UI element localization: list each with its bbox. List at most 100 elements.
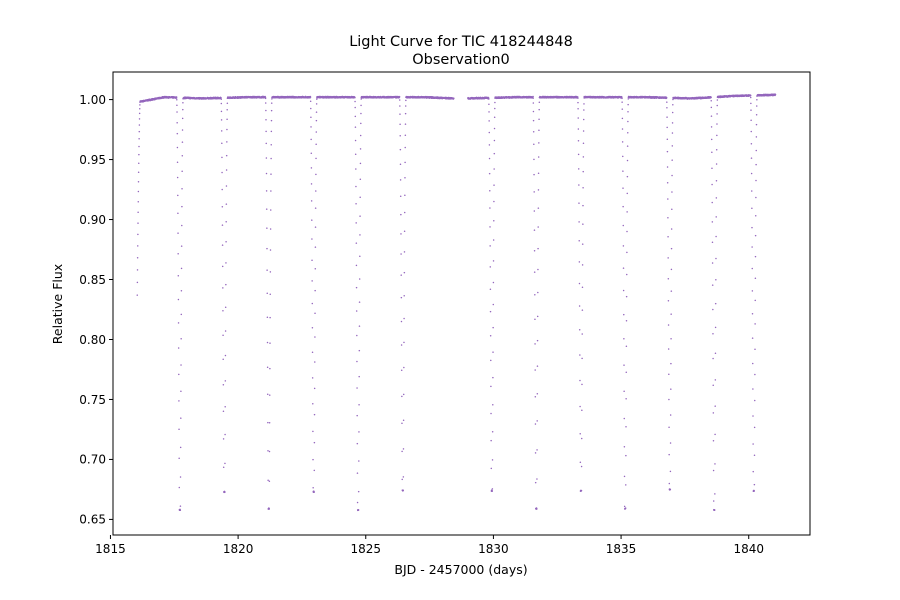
- flux-point: [354, 96, 356, 99]
- flux-point: [712, 332, 714, 335]
- flux-point: [755, 179, 757, 182]
- flux-point: [626, 230, 628, 233]
- chart-subtitle: Observation0: [412, 52, 510, 68]
- flux-point: [266, 269, 268, 271]
- flux-point: [668, 373, 670, 376]
- flux-point: [264, 97, 267, 100]
- flux-point: [492, 303, 495, 306]
- flux-point: [489, 288, 492, 291]
- flux-point: [226, 109, 228, 111]
- flux-point: [269, 367, 271, 370]
- flux-point: [712, 384, 714, 387]
- flux-point: [536, 508, 538, 510]
- flux-point: [177, 212, 179, 214]
- flux-point: [312, 487, 314, 489]
- flux-point: [311, 219, 313, 221]
- flux-point: [181, 154, 184, 157]
- flux-point: [182, 101, 184, 104]
- flux-point: [581, 286, 584, 289]
- flux-point: [581, 383, 583, 386]
- flux-point: [177, 347, 180, 349]
- flux-point: [137, 190, 140, 193]
- flux-point: [534, 481, 537, 484]
- flux-point: [356, 414, 358, 417]
- flux-point: [226, 118, 228, 121]
- flux-point: [751, 362, 754, 365]
- flux-point: [267, 479, 269, 481]
- flux-point: [582, 156, 585, 158]
- flux-point: [138, 162, 140, 165]
- flux-point: [625, 295, 628, 298]
- flux-point: [355, 286, 358, 289]
- flux-point: [178, 486, 181, 489]
- flux-point: [182, 108, 184, 111]
- flux-point: [711, 241, 714, 243]
- flux-point: [490, 467, 493, 470]
- flux-point: [224, 354, 227, 357]
- flux-point: [623, 475, 626, 478]
- flux-point: [669, 414, 672, 416]
- flux-point: [622, 155, 624, 158]
- flux-point: [582, 170, 584, 173]
- flux-point: [268, 421, 271, 424]
- flux-point: [137, 245, 139, 247]
- flux-point: [492, 376, 494, 379]
- flux-point: [716, 113, 718, 115]
- flux-point: [224, 380, 227, 382]
- flux-point: [578, 282, 581, 285]
- flux-point: [750, 119, 752, 122]
- flux-point: [532, 119, 535, 122]
- flux-point: [265, 157, 268, 159]
- flux-point: [359, 134, 362, 137]
- flux-point: [537, 156, 540, 158]
- flux-point: [711, 201, 713, 204]
- flux-point: [358, 325, 361, 327]
- flux-point: [533, 210, 536, 212]
- flux-point: [354, 100, 356, 103]
- flux-point: [623, 446, 626, 448]
- flux-point: [581, 409, 583, 411]
- flux-point: [577, 97, 579, 99]
- flux-point: [490, 439, 492, 442]
- flux-point: [355, 203, 357, 205]
- flux-point: [315, 103, 318, 105]
- flux-point: [265, 118, 267, 121]
- flux-point: [583, 109, 585, 111]
- flux-point: [221, 156, 223, 159]
- flux-point: [175, 96, 178, 98]
- flux-point: [358, 460, 360, 462]
- flux-point: [577, 168, 580, 170]
- flux-point: [492, 281, 495, 284]
- flux-point: [493, 139, 496, 142]
- flux-point: [400, 369, 403, 372]
- flux-point: [716, 99, 719, 101]
- flux-point: [222, 358, 224, 361]
- flux-point: [665, 97, 668, 99]
- flux-point: [755, 163, 757, 166]
- flux-point: [533, 250, 536, 252]
- flux-point: [537, 226, 539, 228]
- flux-point: [222, 383, 225, 386]
- flux-point: [712, 412, 715, 414]
- flux-point: [403, 317, 405, 320]
- flux-point: [403, 341, 405, 344]
- flux-point: [220, 97, 222, 99]
- flux-point: [224, 406, 226, 408]
- flux-point: [755, 114, 758, 116]
- flux-point: [532, 131, 535, 133]
- flux-point: [671, 122, 674, 124]
- flux-point: [313, 491, 315, 493]
- flux-point: [310, 167, 313, 169]
- flux-point: [138, 130, 141, 133]
- flux-point: [667, 278, 670, 280]
- flux-point: [625, 398, 627, 400]
- flux-point: [581, 243, 584, 245]
- flux-point: [491, 431, 494, 433]
- flux-point: [177, 194, 179, 197]
- flux-point: [313, 469, 316, 472]
- flux-point: [583, 103, 585, 105]
- flux-point: [356, 360, 358, 363]
- flux-point: [404, 161, 406, 164]
- flux-point: [404, 112, 407, 115]
